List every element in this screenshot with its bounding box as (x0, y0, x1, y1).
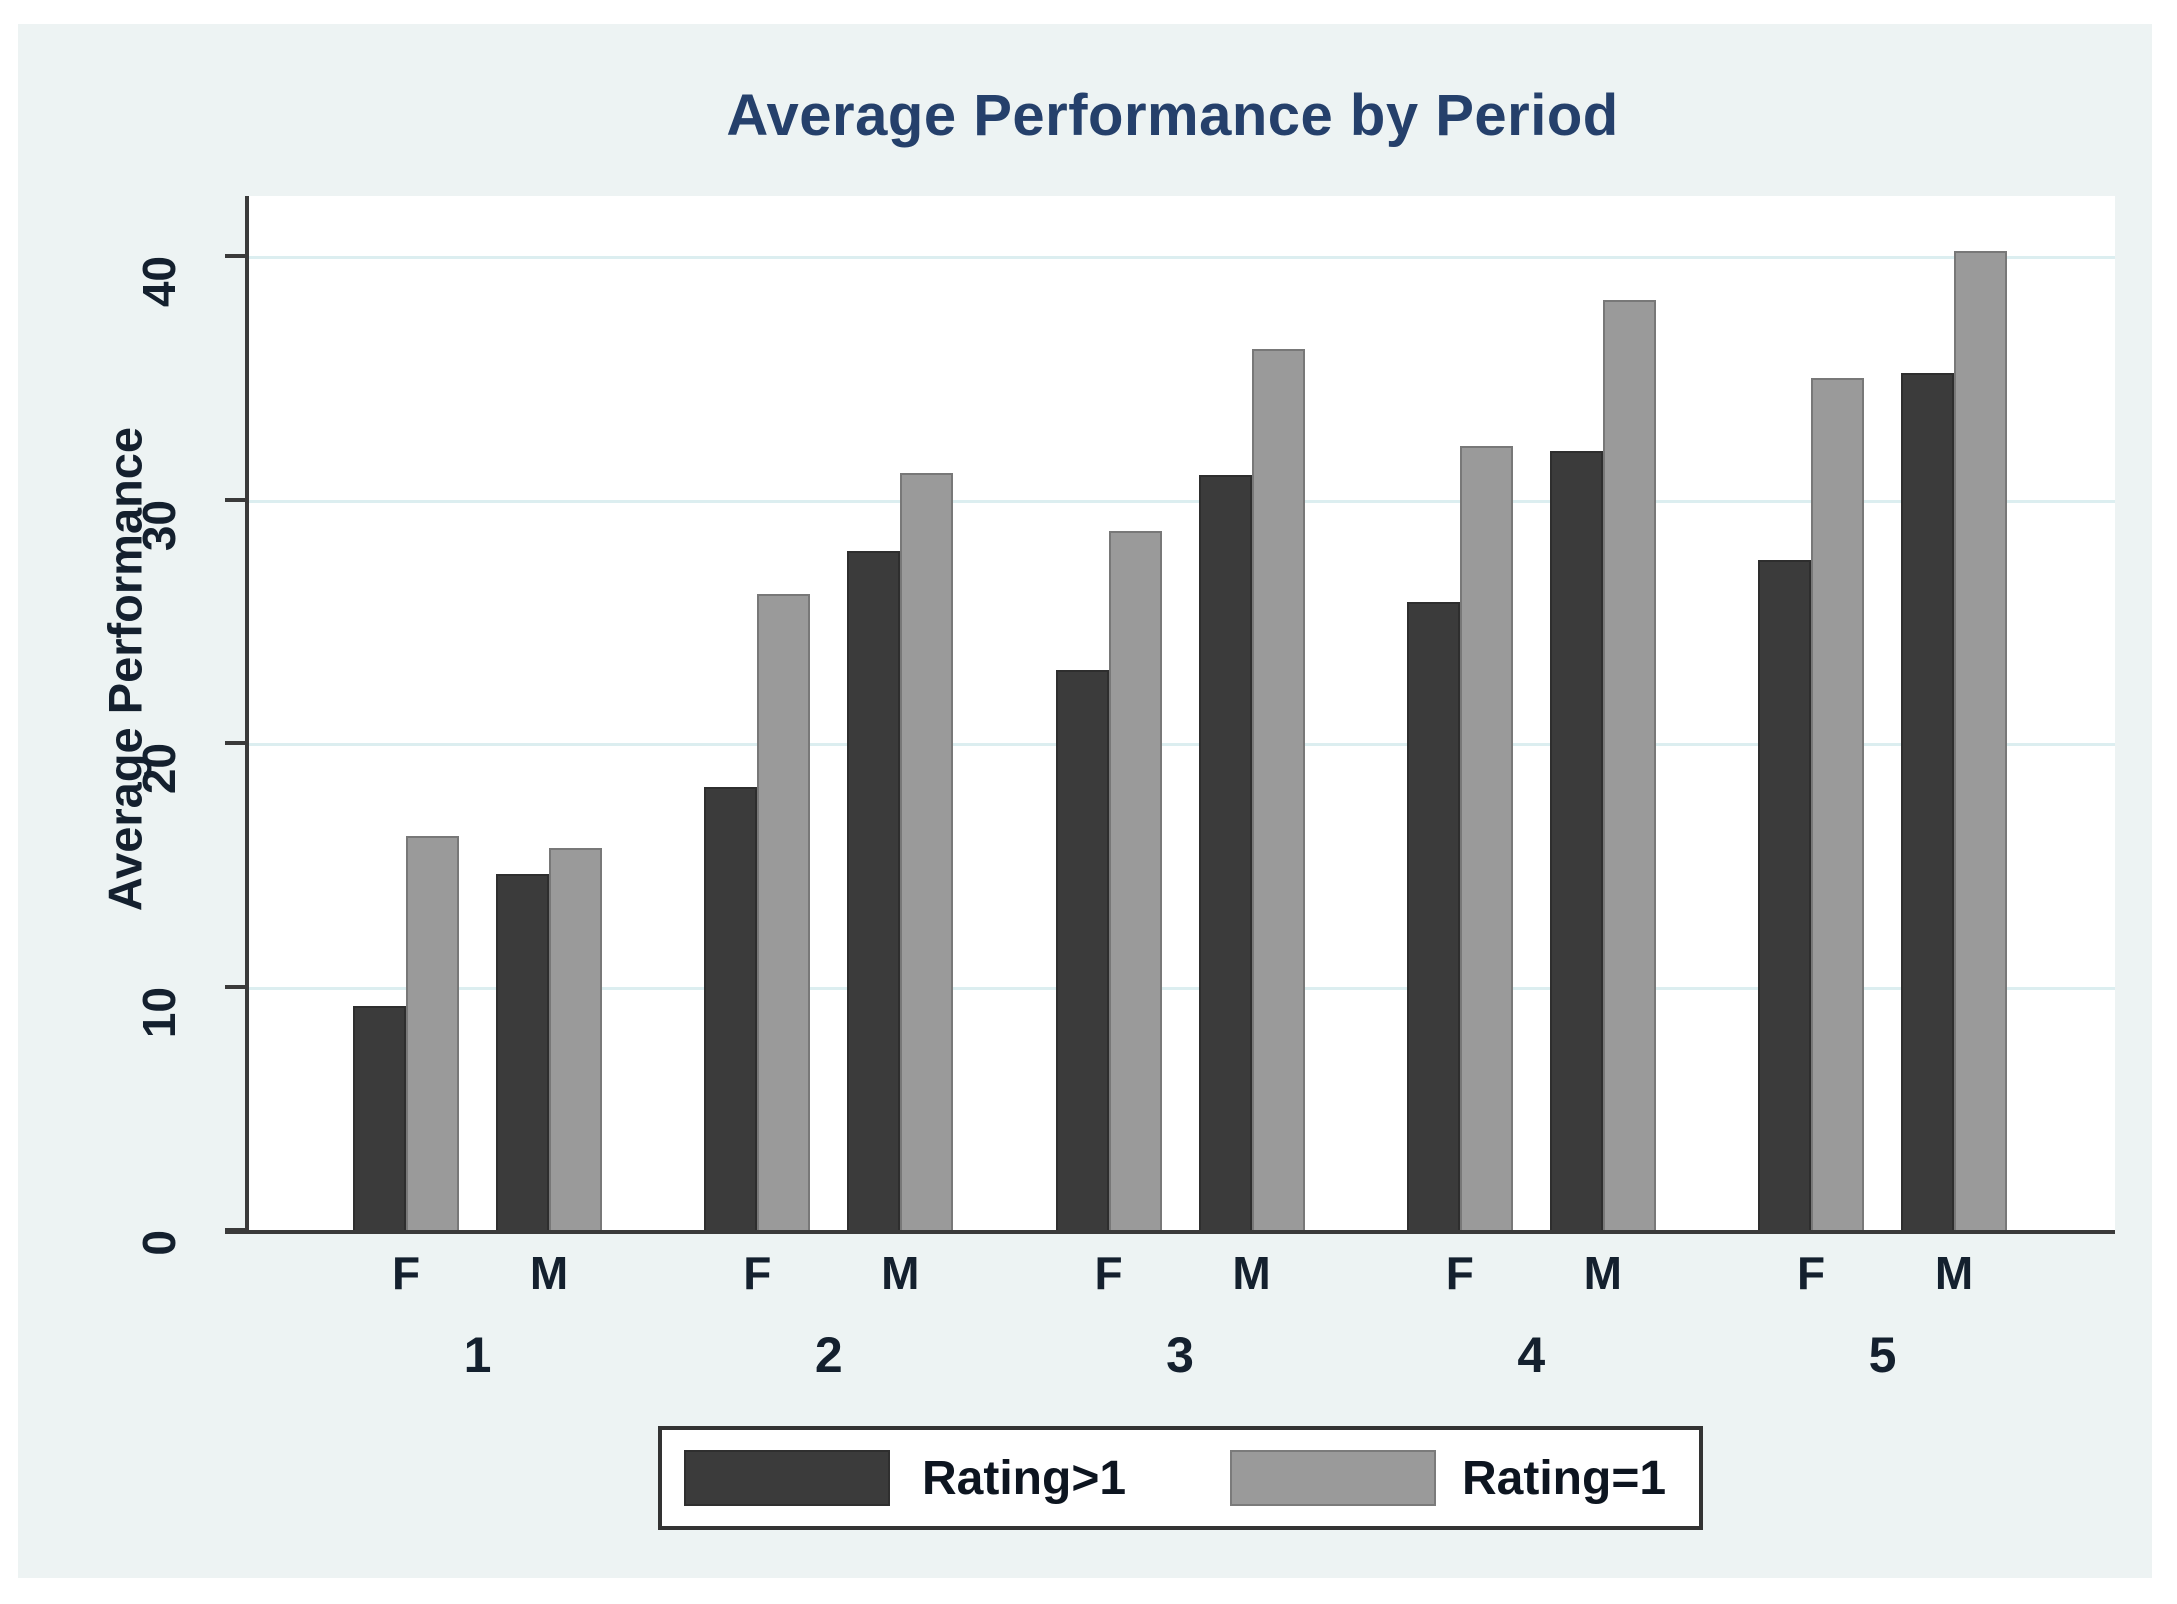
y-axis-line (245, 196, 249, 1234)
bar-period1-F-series0 (353, 1006, 406, 1230)
chart-panel: Average Performance by Period Average Pe… (18, 24, 2152, 1578)
bar-period1-M-series0 (496, 874, 549, 1230)
x-sublabel-F-period1: F (391, 1247, 421, 1299)
y-tick-0 (225, 1228, 248, 1232)
bar-period3-M-series1 (1251, 349, 1305, 1230)
bar-period3-M-series0 (1198, 475, 1252, 1230)
x-sublabel-F-period3: F (1094, 1247, 1123, 1299)
x-axis-line (225, 1230, 2115, 1234)
x-sublabel-F-period2: F (743, 1247, 772, 1299)
x-group-label-5: 5 (1868, 1327, 1897, 1383)
bar-period3-F-series1 (1108, 531, 1162, 1230)
x-sublabel-M-period5: M (1934, 1247, 1974, 1299)
legend-swatch-rating-eq-1 (1230, 1450, 1436, 1506)
bar-period3-F-series0 (1055, 670, 1109, 1230)
bar-period5-F-series0 (1758, 560, 1811, 1230)
legend-swatch-rating-gt-1 (684, 1450, 890, 1506)
x-group-label-1: 1 (463, 1327, 492, 1383)
bar-period1-M-series1 (549, 848, 602, 1230)
gridline-40 (248, 256, 2115, 259)
bar-period4-F-series1 (1459, 446, 1513, 1230)
bar-period1-F-series1 (406, 836, 459, 1230)
x-group-label-4: 4 (1517, 1327, 1546, 1383)
y-tick-30 (225, 497, 248, 502)
gridline-20 (248, 743, 2115, 746)
x-group-label-2: 2 (814, 1327, 843, 1383)
gridline-10 (248, 986, 2115, 990)
bar-period4-M-series1 (1602, 300, 1656, 1230)
bar-period2-M-series1 (900, 473, 954, 1230)
bar-period5-M-series1 (1954, 251, 2007, 1230)
bar-period2-M-series0 (847, 551, 901, 1230)
x-sublabel-M-period3: M (1232, 1247, 1271, 1299)
bar-period4-F-series0 (1406, 602, 1460, 1230)
bar-period2-F-series1 (757, 594, 811, 1230)
plot-area (248, 196, 2115, 1230)
y-tick-40 (225, 254, 248, 258)
legend-label-rating-eq-1: Rating=1 (1462, 1451, 1667, 1505)
gridline-30 (248, 499, 2115, 503)
x-sublabel-M-period2: M (881, 1247, 920, 1299)
bar-period5-M-series0 (1901, 373, 1954, 1230)
x-sublabel-F-period4: F (1445, 1247, 1474, 1299)
x-sublabel-M-period1: M (529, 1247, 569, 1299)
bar-period5-F-series1 (1811, 378, 1864, 1230)
bar-period2-F-series0 (704, 787, 758, 1230)
x-sublabel-M-period4: M (1583, 1247, 1622, 1299)
y-tick-10 (225, 984, 248, 989)
legend: Rating>1 Rating=1 (658, 1426, 1703, 1530)
y-tick-20 (225, 741, 248, 745)
x-group-label-3: 3 (1166, 1327, 1194, 1383)
chart-title: Average Performance by Period (726, 83, 1619, 148)
bar-period4-M-series0 (1549, 451, 1603, 1230)
legend-label-rating-gt-1: Rating>1 (922, 1451, 1127, 1505)
x-sublabel-F-period5: F (1796, 1247, 1826, 1299)
